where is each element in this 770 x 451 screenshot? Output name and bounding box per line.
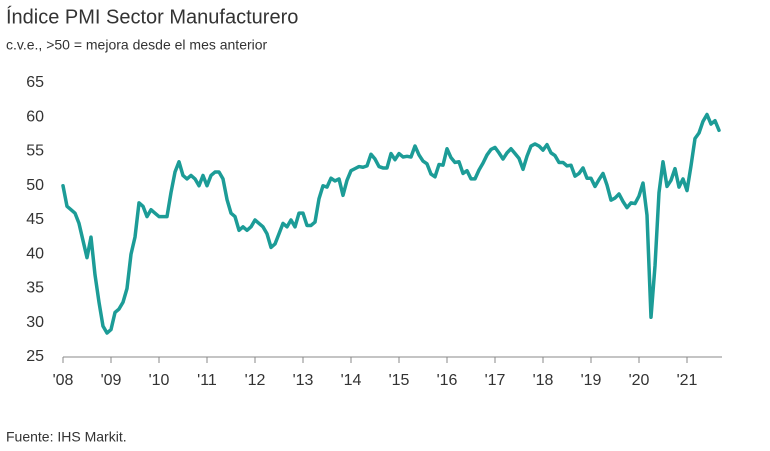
x-tick-label: '16 [437, 372, 458, 389]
y-tick-label: 50 [26, 177, 44, 194]
x-tick-label: '20 [629, 372, 650, 389]
chart-title: Índice PMI Sector Manufacturero [6, 5, 298, 28]
source-note: Fuente: IHS Markit. [6, 429, 127, 445]
y-tick-label: 40 [26, 245, 44, 262]
y-tick-label: 30 [26, 314, 44, 331]
x-tick-label: '17 [485, 372, 506, 389]
x-tick-label: '19 [581, 372, 602, 389]
x-tick-label: '21 [677, 372, 698, 389]
x-tick-label: '10 [149, 372, 170, 389]
x-tick-label: '15 [389, 372, 410, 389]
y-tick-label: 35 [26, 280, 44, 297]
x-tick-label: '14 [341, 372, 362, 389]
y-tick-label: 60 [26, 108, 44, 125]
chart-subtitle: c.v.e., >50 = mejora desde el mes anteri… [6, 37, 268, 53]
x-tick-label: '18 [533, 372, 554, 389]
y-tick-label: 45 [26, 211, 44, 228]
x-tick-label: '13 [293, 372, 314, 389]
x-tick-label: '08 [53, 372, 74, 389]
y-tick-label: 65 [26, 74, 44, 91]
x-tick-label: '11 [197, 372, 217, 389]
x-tick-label: '12 [245, 372, 266, 389]
x-tick-label: '09 [101, 372, 122, 389]
data-line [61, 112, 721, 335]
y-tick-label: 25 [26, 348, 44, 365]
y-tick-label: 55 [26, 143, 44, 160]
